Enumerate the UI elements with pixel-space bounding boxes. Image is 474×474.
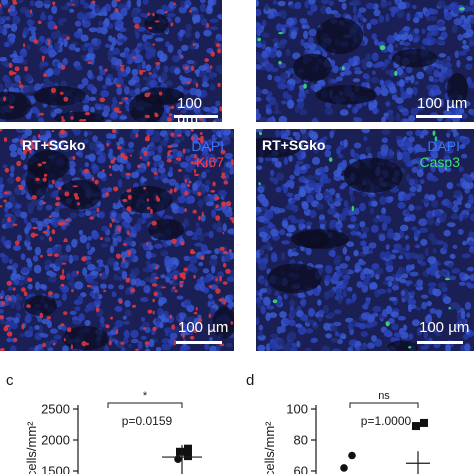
- stain-ki67-label: Ki67: [195, 154, 224, 170]
- stain-legend: DAPI Ki67: [191, 138, 224, 170]
- micrograph-image: [0, 0, 222, 122]
- panel-letter-d: d: [246, 372, 255, 389]
- y-tick-label: 1500: [41, 464, 70, 474]
- panel-letter-c: c: [6, 372, 14, 389]
- y-tick-label: 100: [286, 402, 308, 417]
- y-tick-label: 2000: [41, 433, 70, 448]
- scale-bar-label: 100 µm: [177, 95, 203, 122]
- significance-label: ns: [378, 390, 390, 402]
- chart-d: cells/mm² 100 80 60 ns p=1.0000: [262, 390, 430, 474]
- data-point-square: [176, 447, 184, 456]
- data-point-square: [412, 422, 420, 431]
- significance-bracket: [349, 402, 419, 408]
- scale-bar-label: 100 µm: [178, 319, 229, 336]
- stain-dapi-label: DAPI: [427, 138, 460, 154]
- p-value-label: p=0.0159: [122, 414, 173, 428]
- scale-bar: [416, 115, 462, 118]
- micrograph-bottom-left: RT+SGko DAPI Ki67 100 µm: [0, 129, 234, 351]
- micrograph-image: [0, 129, 234, 351]
- significance-label: *: [143, 390, 148, 402]
- stain-dapi-label: DAPI: [191, 138, 224, 154]
- data-point-circle: [348, 451, 356, 460]
- scale-bar: [174, 115, 218, 118]
- y-axis-label: cells/mm²: [24, 421, 39, 474]
- condition-label: RT+SGko: [262, 137, 326, 153]
- micrograph-bottom-right: RT+SGko DAPI Casp3 100 µm: [256, 129, 474, 351]
- micrograph-image: [256, 0, 474, 122]
- micrograph-top-left: 100 µm: [0, 0, 222, 122]
- y-tick-label: 2500: [41, 402, 70, 417]
- stain-casp3-label: Casp3: [419, 154, 460, 170]
- condition-label: RT+SGko: [22, 137, 86, 153]
- scale-bar-label: 100 µm: [417, 95, 468, 112]
- significance-bracket: [107, 402, 183, 408]
- micrograph-image: [256, 129, 474, 351]
- data-point-square: [184, 444, 192, 453]
- y-tick-label: 60: [294, 464, 308, 474]
- data-point-circle: [340, 464, 348, 472]
- micrograph-top-right: 100 µm: [256, 0, 474, 122]
- y-axis-label: cells/mm²: [262, 421, 277, 474]
- scale-bar: [176, 341, 222, 344]
- data-point-square: [184, 452, 192, 461]
- y-tick-label: 80: [294, 433, 308, 448]
- data-point-square: [420, 418, 428, 427]
- stain-legend: DAPI Casp3: [420, 138, 460, 170]
- scale-bar: [417, 341, 463, 344]
- p-value-label: p=1.0000: [361, 414, 412, 428]
- scale-bar-label: 100 µm: [419, 319, 470, 336]
